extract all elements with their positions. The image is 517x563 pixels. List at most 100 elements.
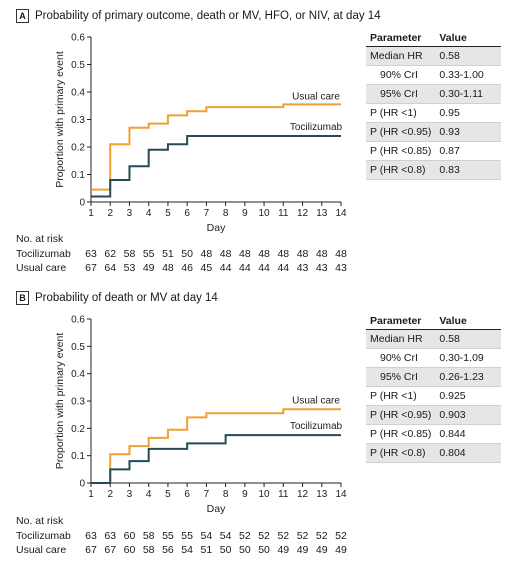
risk-count: 51 <box>162 248 174 260</box>
y-tick-label: 0 <box>79 479 85 490</box>
y-tick-label: 0.4 <box>71 88 85 99</box>
value-cell: 0.87 <box>435 141 502 161</box>
panel-b-title-text: Probability of death or MV at day 14 <box>35 292 218 304</box>
risk-table-title: No. at risk <box>16 515 64 527</box>
x-tick-label: 6 <box>184 208 190 219</box>
risk-count: 44 <box>277 262 290 274</box>
value-cell: 0.83 <box>435 160 502 180</box>
table-row: P (HR <0.95) 0.903 <box>366 405 502 425</box>
y-tick-label: 0.3 <box>71 115 85 126</box>
table-row: Median HR 0.58 <box>366 46 502 66</box>
value-cell: 0.804 <box>435 443 502 463</box>
risk-count: 55 <box>142 248 155 260</box>
y-tick-label: 0 <box>79 198 85 209</box>
x-tick-label: 12 <box>297 489 309 500</box>
panel-b-parameter-table: Parameter Value Median HR 0.58 90% CrI 0.3… <box>366 313 502 463</box>
risk-count: 44 <box>219 262 232 274</box>
table-row: P (HR <0.8) 0.83 <box>366 160 502 180</box>
x-tick-label: 1 <box>88 208 94 219</box>
value-cell: 0.95 <box>435 103 502 123</box>
value-cell: 0.33-1.00 <box>435 65 502 85</box>
x-tick-label: 12 <box>297 208 309 219</box>
value-cell: 0.58 <box>435 46 502 66</box>
x-tick-label: 3 <box>127 208 133 219</box>
risk-count: 43 <box>335 262 347 274</box>
y-tick-label: 0.2 <box>71 143 85 154</box>
param-cell: P (HR <0.85) <box>366 141 436 161</box>
panel-b-chart: 00.10.20.30.40.50.61 2 3 4 5 6 7 8 9 10 11 12 13 14Da… <box>54 315 347 516</box>
risk-count: 52 <box>258 530 270 542</box>
panel-a: A Probability of primary outcome, death … <box>16 9 502 274</box>
risk-count: 48 <box>277 248 290 260</box>
y-tick-label: 0.6 <box>71 315 85 326</box>
table-row: P (HR <0.95) 0.93 <box>366 122 502 142</box>
risk-count: 44 <box>239 262 251 274</box>
param-cell: P (HR <1) <box>366 386 436 406</box>
param-cell: 90% CrI <box>366 348 436 368</box>
value-cell: 0.30-1.11 <box>435 84 502 104</box>
param-cell: P (HR <0.8) <box>366 160 436 180</box>
x-tick-label: 5 <box>165 208 171 219</box>
risk-count: 48 <box>335 248 347 260</box>
risk-count: 55 <box>162 530 174 542</box>
risk-count: 49 <box>335 544 347 556</box>
panel-b-title: B Probability of death or MV at day 14 <box>16 291 218 305</box>
table-row: P (HR <0.8) 0.804 <box>366 443 502 463</box>
risk-count: 54 <box>181 544 193 556</box>
series-annotation-usual-care: Usual care <box>292 92 340 103</box>
value-cell: 0.58 <box>435 329 502 349</box>
risk-count: 67 <box>104 544 117 556</box>
panel-a-title-text: Probability of primary outcome, death or… <box>35 10 381 22</box>
series-annotation-tocilizumab: Tocilizumab <box>290 122 343 133</box>
risk-count: 48 <box>200 248 213 260</box>
x-axis-label: Day <box>207 503 226 515</box>
table-header-parameter: Parameter <box>366 30 436 47</box>
y-axis-label: Proportion with primary event <box>54 333 66 470</box>
risk-count: 58 <box>142 544 155 556</box>
x-tick-label: 13 <box>316 208 328 219</box>
risk-count: 49 <box>296 544 309 556</box>
risk-count: 48 <box>296 248 309 260</box>
y-tick-label: 0.3 <box>71 397 85 408</box>
risk-count: 54 <box>219 530 232 542</box>
table-header-value: Value <box>435 30 502 47</box>
risk-count: 48 <box>219 248 232 260</box>
x-tick-label: 9 <box>242 489 248 500</box>
risk-count: 43 <box>296 262 309 274</box>
table-header-parameter: Parameter <box>366 313 436 330</box>
risk-count: 49 <box>315 544 328 556</box>
x-tick-label: 8 <box>223 489 229 500</box>
risk-count: 63 <box>85 530 97 542</box>
panel-b-letter: B <box>16 291 29 305</box>
risk-count: 49 <box>277 544 290 556</box>
risk-count: 48 <box>239 248 251 260</box>
x-tick-label: 9 <box>242 208 248 219</box>
y-tick-label: 0.5 <box>71 342 85 353</box>
x-tick-label: 1 <box>88 489 94 500</box>
series-line-usual-care <box>91 103 341 191</box>
y-tick-label: 0.5 <box>71 60 85 71</box>
risk-count: 60 <box>123 544 136 556</box>
x-tick-label: 10 <box>259 489 271 500</box>
y-axis-label: Proportion with primary event <box>54 51 66 188</box>
x-tick-label: 14 <box>335 208 347 219</box>
x-tick-label: 4 <box>146 208 152 219</box>
y-tick-label: 0.1 <box>71 170 85 181</box>
series-line-tocilizumab <box>91 434 341 484</box>
series-line-tocilizumab <box>91 135 341 198</box>
risk-count: 56 <box>162 544 174 556</box>
table-row: P (HR <0.85) 0.87 <box>366 141 502 161</box>
panel-a-title: A Probability of primary outcome, death … <box>16 9 381 23</box>
risk-count: 67 <box>85 262 97 274</box>
table-row: 95% CrI 0.30-1.11 <box>366 84 502 104</box>
panel-a-parameter-table: Parameter Value Median HR 0.58 90% CrI 0.3… <box>366 30 502 180</box>
param-cell: 95% CrI <box>366 84 436 104</box>
table-row: P (HR <1) 0.925 <box>366 386 502 406</box>
x-axis-label: Day <box>207 222 226 234</box>
table-row: 95% CrI 0.26-1.23 <box>366 367 502 387</box>
param-cell: P (HR <0.95) <box>366 405 436 425</box>
risk-count: 52 <box>296 530 309 542</box>
value-cell: 0.30-1.09 <box>435 348 502 368</box>
param-cell: 90% CrI <box>366 65 436 85</box>
risk-row-label: Tocilizumab <box>16 248 71 260</box>
